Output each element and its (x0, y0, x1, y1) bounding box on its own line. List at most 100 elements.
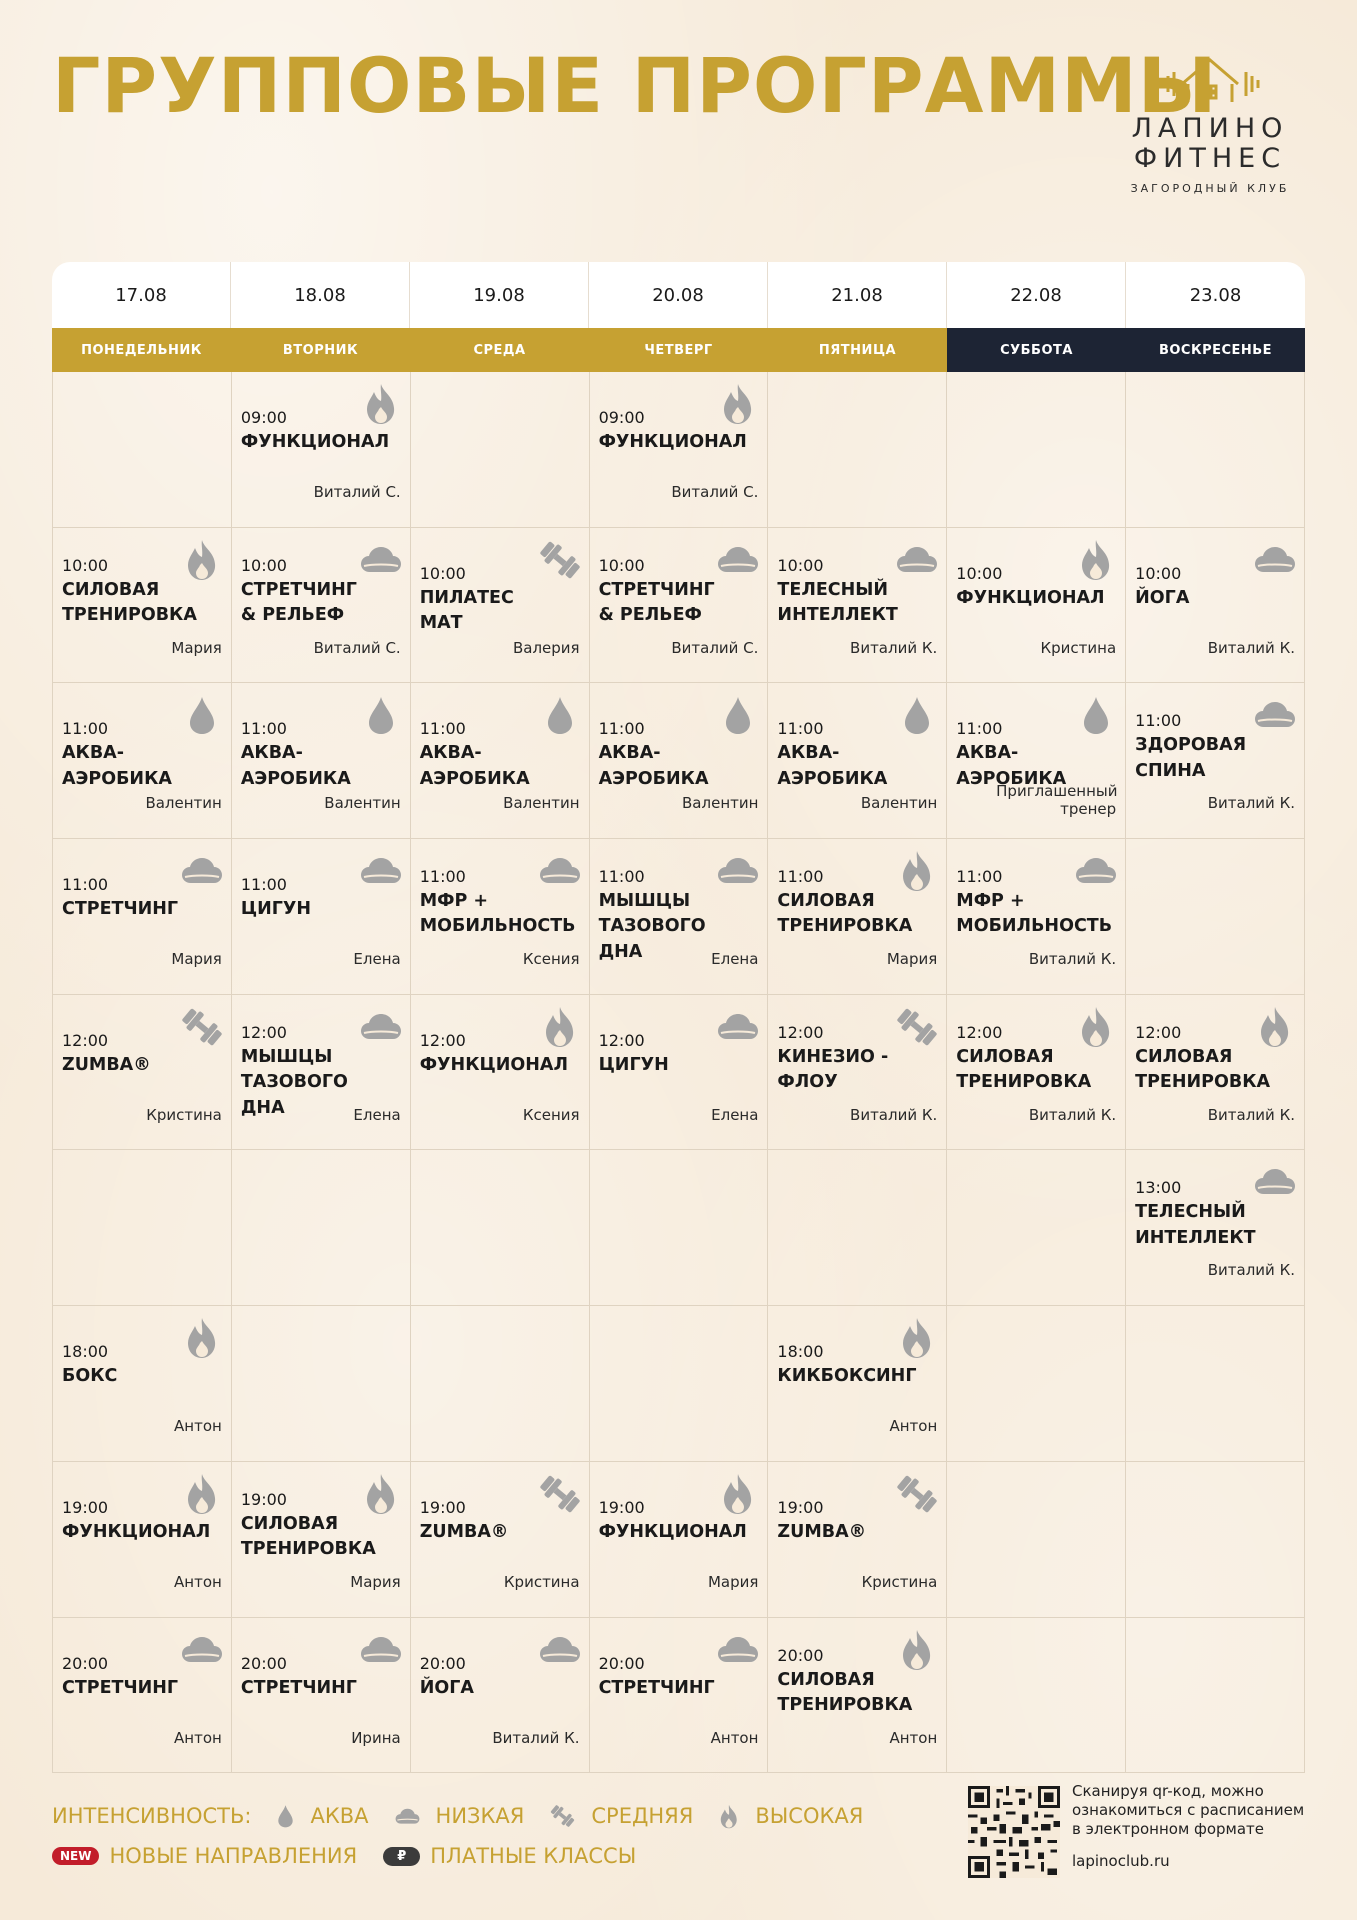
club-logo: ЛАПИНО ФИТНЕС ЗАГОРОДНЫЙ КЛУБ (1130, 56, 1290, 195)
class-slot[interactable]: 11:00 ЦИГУН Елена (231, 839, 411, 995)
legend-aqua: АКВА (277, 1804, 369, 1828)
class-coach: Антон (174, 1728, 222, 1747)
cloud-icon (716, 1628, 760, 1672)
class-slot[interactable]: 20:00 СТРЕТЧИНГ Антон (53, 1617, 232, 1774)
class-time: 10:00 (1135, 563, 1182, 583)
dumbbell-icon (550, 1804, 583, 1828)
class-slot[interactable]: 18:00 БОКС Антон (53, 1306, 232, 1462)
class-name: СИЛОВАЯ ТРЕНИРОВКА (1135, 1046, 1271, 1093)
class-slot[interactable]: 12:00 МЫШЦЫ ТАЗОВОГО ДНА Елена (231, 994, 411, 1151)
empty-slot (410, 1150, 590, 1307)
empty-slot (1126, 1306, 1305, 1462)
class-slot[interactable]: 12:00 ZUMBA® Кристина (53, 994, 232, 1151)
class-coach: Виталий К. (1207, 1261, 1295, 1280)
class-slot[interactable]: 10:00 ТЕЛЕСНЫЙ ИНТЕЛЛЕКТ Виталий К. (768, 527, 948, 684)
class-slot[interactable]: 20:00 ЙОГА Виталий К. (410, 1617, 590, 1774)
website-link[interactable]: lapinoclub.ru (1072, 1852, 1170, 1870)
class-slot[interactable]: 12:00 ЦИГУН Елена (589, 994, 769, 1151)
class-slot[interactable]: 19:00 ФУНКЦИОНАЛ Мария (589, 1461, 769, 1618)
class-slot[interactable]: 11:00 АКВА-АЭРОБИКА Приглашенный тренер (947, 683, 1127, 840)
class-coach: Виталий С. (313, 638, 401, 657)
class-name: СИЛОВАЯ ТРЕНИРОВКА (956, 1046, 1092, 1093)
weekday-header: ПЯТНИЦА (768, 328, 947, 372)
qr-code-icon[interactable] (968, 1786, 1060, 1878)
drop-icon (895, 693, 939, 737)
class-slot[interactable]: 11:00 АКВА-АЭРОБИКА Валентин (53, 683, 232, 840)
class-slot[interactable]: 12:00 СИЛОВАЯ ТРЕНИРОВКА Виталий К. (947, 994, 1127, 1151)
house-logo-icon (1160, 58, 1260, 102)
class-slot[interactable]: 11:00 МЫШЦЫ ТАЗОВОГО ДНА Елена (589, 839, 769, 995)
class-time: 10:00 (956, 563, 1003, 583)
class-name: ЙОГА (419, 1677, 474, 1698)
flame-icon (895, 1316, 939, 1360)
class-slot[interactable]: 19:00 СИЛОВАЯ ТРЕНИРОВКА Мария (231, 1461, 411, 1618)
class-slot[interactable]: 10:00 СИЛОВАЯ ТРЕНИРОВКА Мария (53, 527, 232, 684)
class-slot[interactable]: 19:00 ZUMBA® Кристина (768, 1461, 948, 1618)
class-slot[interactable]: 09:00 ФУНКЦИОНАЛ Виталий С. (589, 372, 769, 528)
class-coach: Ксения (522, 1105, 580, 1124)
class-slot[interactable]: 10:00 СТРЕТЧИНГ & РЕЛЬЕФ Виталий С. (589, 527, 769, 684)
class-slot[interactable]: 11:00 МФР + МОБИЛЬНОСТЬ Ксения (410, 839, 590, 995)
class-coach: Кристина (861, 1572, 938, 1591)
class-name: СТРЕТЧИНГ & РЕЛЬЕФ (240, 579, 357, 626)
class-slot[interactable]: 13:00 ТЕЛЕСНЫЙ ИНТЕЛЛЕКТ Виталий К. (1126, 1150, 1305, 1307)
class-slot[interactable]: 12:00 СИЛОВАЯ ТРЕНИРОВКА Виталий К. (1126, 994, 1305, 1151)
class-name: МЫШЦЫ ТАЗОВОГО ДНА (598, 891, 706, 962)
empty-slot (589, 1150, 769, 1307)
class-coach: Мария (707, 1572, 759, 1591)
cloud-icon (1253, 1160, 1297, 1204)
class-coach: Виталий С. (671, 483, 759, 501)
class-slot[interactable]: 18:00 КИКБОКСИНГ Антон (768, 1306, 948, 1462)
weekdays-row: ПОНЕДЕЛЬНИК ВТОРНИК СРЕДА ЧЕТВЕРГ ПЯТНИЦА СУБ… (52, 328, 1305, 372)
class-slot[interactable]: 11:00 АКВА-АЭРОБИКА Валентин (768, 683, 948, 840)
class-time: 10:00 (777, 555, 824, 575)
flame-icon (359, 382, 403, 426)
cloud-icon (895, 538, 939, 582)
empty-slot (947, 1461, 1127, 1618)
class-name: ТЕЛЕСНЫЙ ИНТЕЛЛЕКТ (1135, 1202, 1256, 1248)
class-coach: Валентин (682, 794, 759, 813)
class-coach: Мария (171, 950, 222, 969)
weekday-header: ЧЕТВЕРГ (589, 328, 768, 372)
class-slot[interactable]: 11:00 АКВА-АЭРОБИКА Валентин (410, 683, 590, 840)
class-slot[interactable]: 19:00 ФУНКЦИОНАЛ Антон (53, 1461, 232, 1618)
class-time: 12:00 (777, 1022, 824, 1042)
class-slot[interactable]: 12:00 ФУНКЦИОНАЛ Ксения (410, 994, 590, 1151)
class-name: СИЛОВАЯ ТРЕНИРОВКА (777, 1669, 913, 1715)
dumbbell-icon (538, 538, 582, 582)
class-coach: Виталий С. (313, 483, 401, 501)
class-time: 19:00 (62, 1497, 109, 1517)
legend-new: NEW НОВЫЕ НАПРАВЛЕНИЯ (52, 1844, 357, 1868)
class-slot[interactable]: 11:00 АКВА-АЭРОБИКА Валентин (231, 683, 411, 840)
class-time: 20:00 (598, 1653, 645, 1673)
class-slot[interactable]: 10:00 ФУНКЦИОНАЛ Кристина (947, 527, 1127, 684)
class-slot[interactable]: 20:00 СТРЕТЧИНГ Ирина (231, 1617, 411, 1774)
legend-aqua-label: АКВА (310, 1804, 369, 1828)
class-slot[interactable]: 10:00 СТРЕТЧИНГ & РЕЛЬЕФ Виталий С. (231, 527, 411, 684)
class-slot[interactable]: 11:00 ЗДОРОВАЯ СПИНА Виталий К. (1126, 683, 1305, 840)
cloud-icon (1253, 693, 1297, 737)
class-slot[interactable]: 09:00 ФУНКЦИОНАЛ Виталий С. (231, 372, 411, 528)
class-slot[interactable]: 12:00 КИНЕЗИО - ФЛОУ Виталий К. (768, 994, 948, 1151)
empty-slot (1126, 1461, 1305, 1618)
flame-icon (180, 1316, 224, 1360)
empty-slot (947, 372, 1127, 528)
class-slot[interactable]: 11:00 АКВА-АЭРОБИКА Валентин (589, 683, 769, 840)
class-time: 12:00 (598, 1030, 645, 1050)
cloud-icon (395, 1808, 428, 1825)
class-name: ЦИГУН (598, 1054, 669, 1075)
class-slot[interactable]: 10:00 ПИЛАТЕС МАТ Валерия (410, 527, 590, 684)
class-slot[interactable]: 20:00 СТРЕТЧИНГ Антон (589, 1617, 769, 1774)
class-slot[interactable]: 20:00 СИЛОВАЯ ТРЕНИРОВКА Антон (768, 1617, 948, 1774)
schedule-grid: 09:00 ФУНКЦИОНАЛ Виталий С. 09:00 ФУНКЦИОНАЛ… (52, 372, 1305, 1774)
class-slot[interactable]: 11:00 МФР + МОБИЛЬНОСТЬ Виталий К. (947, 839, 1127, 995)
class-slot[interactable]: 19:00 ZUMBA® Кристина (410, 1461, 590, 1618)
class-coach: Антон (710, 1728, 759, 1747)
class-name: ZUMBA® (777, 1521, 867, 1542)
class-slot[interactable]: 10:00 ЙОГА Виталий К. (1126, 527, 1305, 684)
class-name: СТРЕТЧИНГ & РЕЛЬЕФ (598, 579, 715, 626)
class-slot[interactable]: 11:00 СИЛОВАЯ ТРЕНИРОВКА Мария (768, 839, 948, 995)
legend-paid: ₽ ПЛАТНЫЕ КЛАССЫ (383, 1844, 636, 1868)
class-slot[interactable]: 11:00 СТРЕТЧИНГ Мария (53, 839, 232, 995)
legend: ИНТЕНСИВНОСТЬ: АКВА НИЗКАЯ СРЕДНЯЯ ВЫСОК… (52, 1796, 889, 1876)
